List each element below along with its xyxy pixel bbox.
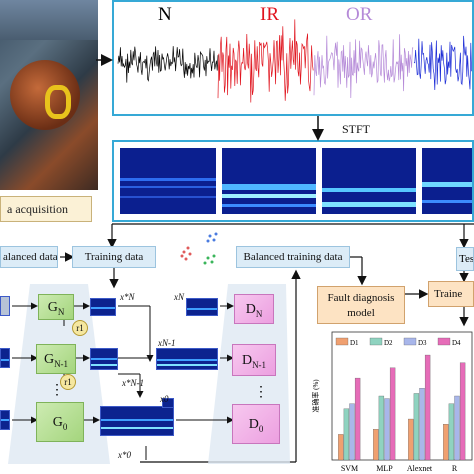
legend-label-D4: D4 [452, 339, 461, 347]
stft-spectrogram-panel [112, 140, 474, 222]
bar-D3-R [454, 395, 460, 461]
singan-pyramid: GN GN-1 G0 r1 r1 ⋮ ⋮ x*N xN x*N-1 xN-1 x… [0, 274, 292, 472]
bar-D3-MLP [384, 398, 390, 461]
spectrogram-n [120, 148, 216, 214]
x-tick-label-SVM: SVM [341, 464, 358, 473]
signal-trace-0 [117, 46, 219, 83]
x-tick-label-Alexnet: Alexnet [407, 464, 433, 473]
signal-trace-3 [413, 35, 472, 91]
balanced-data-box: alanced data [0, 246, 58, 268]
bar-D4-R [459, 362, 466, 461]
signal-label-n: N [158, 4, 172, 25]
residual-node-n: r1 [72, 320, 88, 336]
real-sample-n-1 [156, 348, 218, 370]
bar-D2-MLP [378, 395, 385, 461]
real-sample-n [186, 298, 218, 316]
signal-trace-2 [313, 34, 414, 99]
training-data-box: Training data [72, 246, 156, 268]
sensor-clamp [45, 85, 71, 119]
fault-diagnosis-line1: Fault diagnosis [327, 292, 395, 304]
stft-label: STFT [342, 122, 371, 136]
noise-input-n [0, 296, 10, 316]
legend-label-D2: D2 [384, 339, 393, 347]
cluster-scatter-icon [174, 226, 230, 270]
discriminator-0: D0 [232, 404, 280, 444]
legend-swatch-D3 [403, 337, 417, 346]
test-rig-photo [0, 0, 98, 190]
fault-diagnosis-model-box: Fault diagnosis model [317, 286, 405, 324]
x-tick-label-R: R [452, 464, 458, 473]
var-x0: x0 [160, 394, 169, 404]
var-x0-star: x*0 [118, 450, 131, 460]
generator-n: GN [38, 294, 74, 320]
accuracy-bar-chart: 准确率 (%) SVM MLP Alexnet R D1 D2 D3 D4 [311, 331, 473, 473]
generator-n-1: GN-1 [36, 344, 76, 374]
bar-D3-SVM [349, 403, 355, 461]
bar-D4-Alexnet [424, 354, 431, 461]
real-sample-0-marker [162, 398, 174, 408]
generated-sample-n-1 [90, 348, 118, 370]
bar-D4-MLP [389, 367, 396, 461]
legend-swatch-D1 [335, 337, 349, 346]
bar-D2-Alexnet [413, 393, 420, 461]
var-xn: xN [174, 292, 184, 302]
bar-D1-SVM [338, 434, 344, 461]
balanced-training-data-box: Balanced training data [236, 246, 350, 268]
var-xn1-star: x*N-1 [122, 378, 144, 388]
legend-label-D1: D1 [350, 339, 359, 347]
bar-D1-R [443, 424, 449, 461]
bar-D3-Alexnet [419, 388, 425, 461]
spectrogram-4 [422, 148, 472, 214]
test-data-box: Tes [456, 247, 474, 271]
bar-D4-SVM [354, 377, 361, 461]
legend-label-D3: D3 [418, 339, 427, 347]
bar-D2-R [448, 403, 455, 461]
legend-swatch-D2 [369, 337, 383, 346]
rig-frame [0, 0, 98, 40]
var-xn1: xN-1 [158, 338, 176, 348]
vibration-signal-panel: N IR OR [112, 0, 474, 116]
signal-trace-1 [217, 19, 314, 103]
var-xn-star: x*N [120, 292, 135, 302]
chart-ylabel: 准确率 (%) [311, 379, 320, 413]
x-tick-label-MLP: MLP [376, 464, 393, 473]
ellipsis-right: ⋮ [254, 385, 268, 400]
generator-0: G0 [36, 402, 84, 442]
discriminator-n: DN [234, 294, 274, 324]
vibration-signal-plot [117, 19, 472, 103]
fault-diagnosis-line2: model [347, 307, 375, 319]
bar-D1-MLP [373, 429, 379, 461]
bar-D2-SVM [343, 408, 350, 461]
generated-sample-n [90, 298, 116, 316]
signal-label-ir: IR [260, 4, 279, 25]
spectrogram-ir [222, 148, 316, 214]
trained-model-box: Traine [428, 281, 474, 307]
noise-input-0 [0, 410, 10, 430]
spectrogram-or [322, 148, 416, 214]
discriminator-n-1: DN-1 [232, 344, 276, 376]
legend-swatch-D4 [437, 337, 451, 346]
signal-label-or: OR [346, 4, 373, 25]
data-acquisition-label: a acquisition [0, 196, 92, 222]
residual-node-n-1: r1 [60, 374, 76, 390]
bar-D1-Alexnet [408, 418, 414, 461]
noise-input-n1 [0, 348, 10, 368]
ellipsis-left: ⋮ [50, 383, 64, 398]
generated-sample-0 [100, 406, 174, 436]
